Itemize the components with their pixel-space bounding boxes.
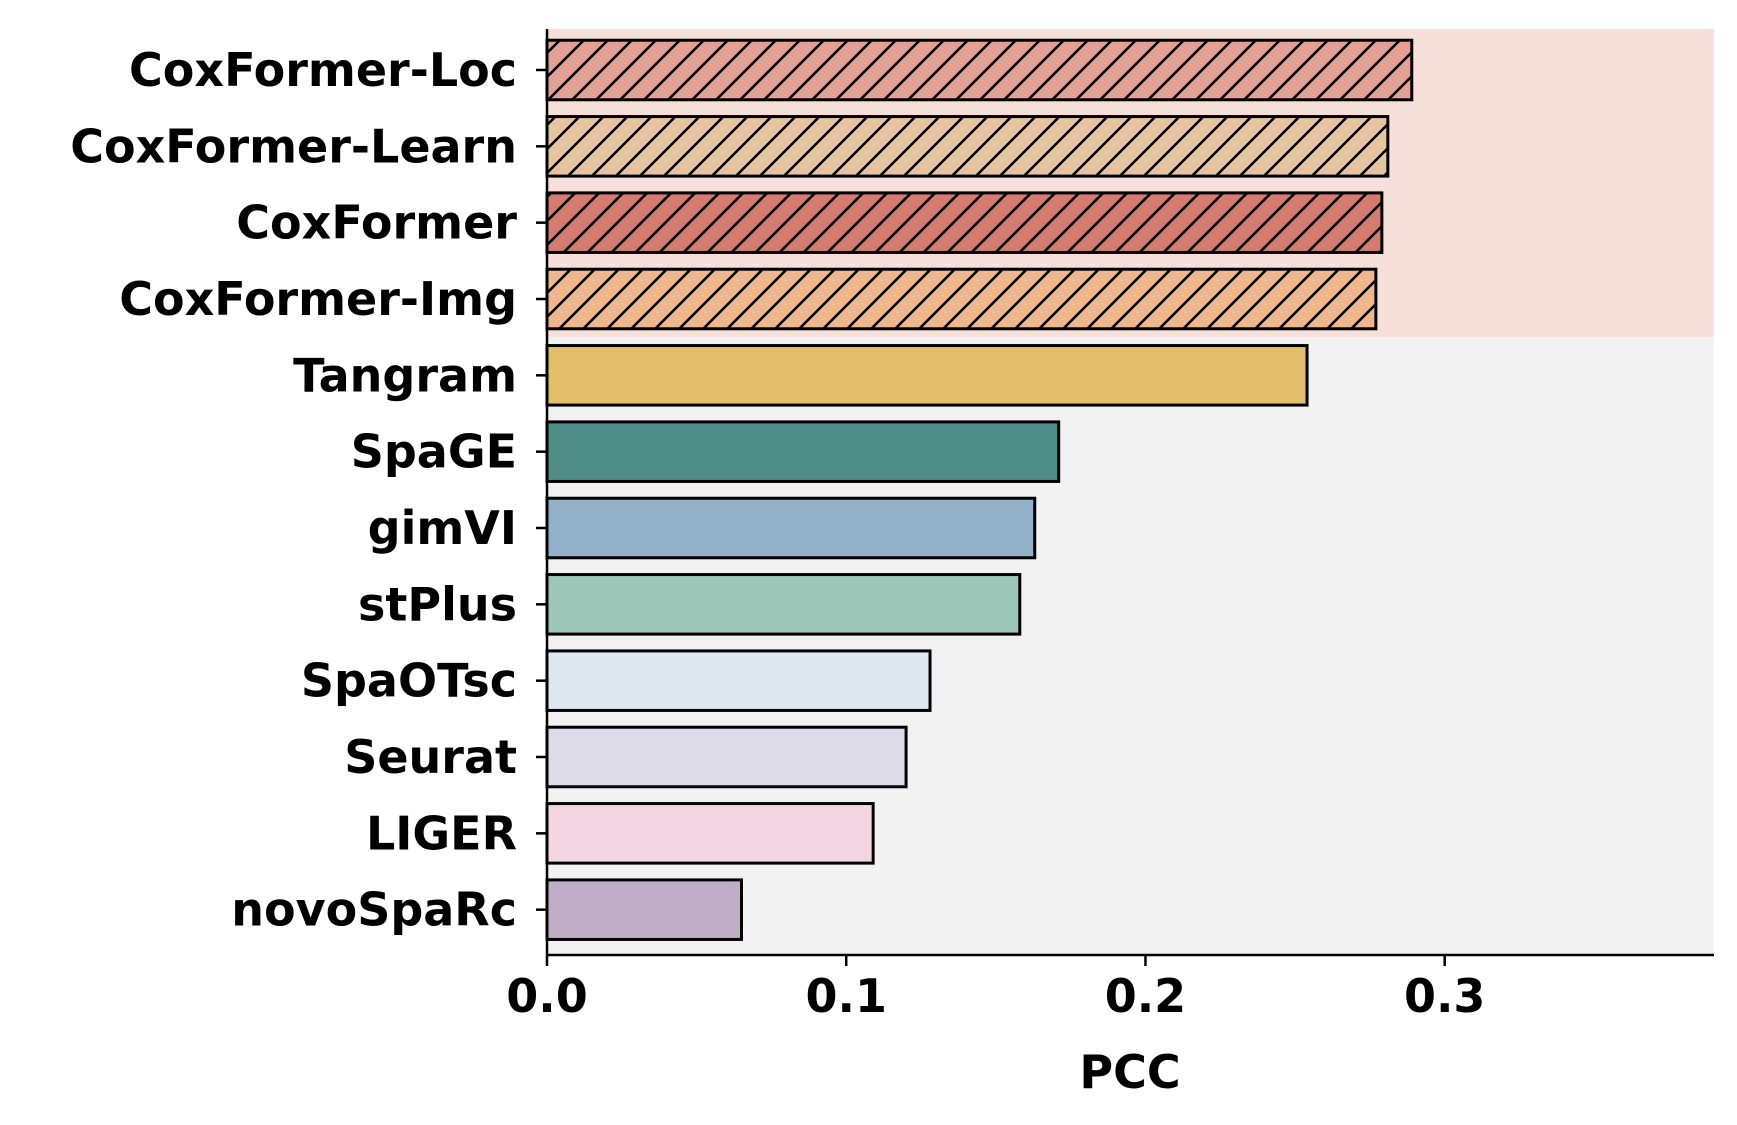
y-tick-label: LIGER [366, 806, 517, 860]
bar-coxformer [545, 191, 1384, 254]
x-tick-label: 0.0 [506, 969, 588, 1023]
y-tick-label: stPlus [358, 577, 517, 631]
bar-spaotsc [545, 649, 932, 712]
y-tick-label: CoxFormer-Loc [129, 43, 517, 97]
y-tick-layer: CoxFormer-Loc CoxFormer-Learn CoxFormer Cox… [70, 43, 547, 937]
y-tick-label: CoxFormer [236, 196, 517, 250]
bar-hatch [547, 192, 1382, 253]
y-tick-label: novoSpaRc [231, 883, 517, 937]
y-tick-label: gimVI [368, 501, 517, 555]
bar-fill [547, 574, 1020, 635]
y-tick-label: SpaGE [351, 425, 517, 479]
bar-tangram [545, 344, 1309, 407]
x-tick-layer: 0.0 0.1 0.2 0.3 [506, 955, 1485, 1023]
bar-coxformer-img [545, 267, 1378, 331]
y-tick-label: SpaOTsc [301, 654, 517, 708]
x-tick-label: 0.1 [805, 969, 887, 1023]
bar-fill [547, 879, 742, 940]
bar-stplus [545, 573, 1022, 636]
bar-seurat [545, 725, 908, 789]
bar-fill [547, 345, 1308, 406]
bar-hatch [547, 269, 1376, 329]
x-tick-label: 0.3 [1404, 969, 1486, 1023]
bar-fill [547, 498, 1035, 558]
x-tick-label: 0.2 [1105, 969, 1187, 1023]
bars-layer [545, 38, 1414, 941]
bar-fill [547, 727, 907, 787]
x-axis-label: PCC [1079, 1045, 1180, 1099]
y-tick-label: CoxFormer-Img [119, 272, 517, 326]
bar-liger [545, 802, 875, 865]
bar-gimvi [545, 496, 1037, 560]
bar-hatch [547, 116, 1388, 177]
bar-hatch [547, 40, 1412, 100]
bar-fill [547, 650, 931, 711]
bar-coxformer-learn [545, 115, 1390, 178]
y-tick-label: Seurat [344, 730, 517, 784]
bar-novosparc [545, 878, 743, 941]
y-tick-label: Tangram [293, 348, 517, 402]
bar-fill [547, 803, 874, 864]
axes-layer [545, 29, 1714, 957]
y-tick-label: CoxFormer-Learn [70, 119, 517, 173]
bar-fill [547, 421, 1059, 482]
bar-coxformer-loc [545, 38, 1414, 102]
bar-spage [545, 420, 1061, 483]
